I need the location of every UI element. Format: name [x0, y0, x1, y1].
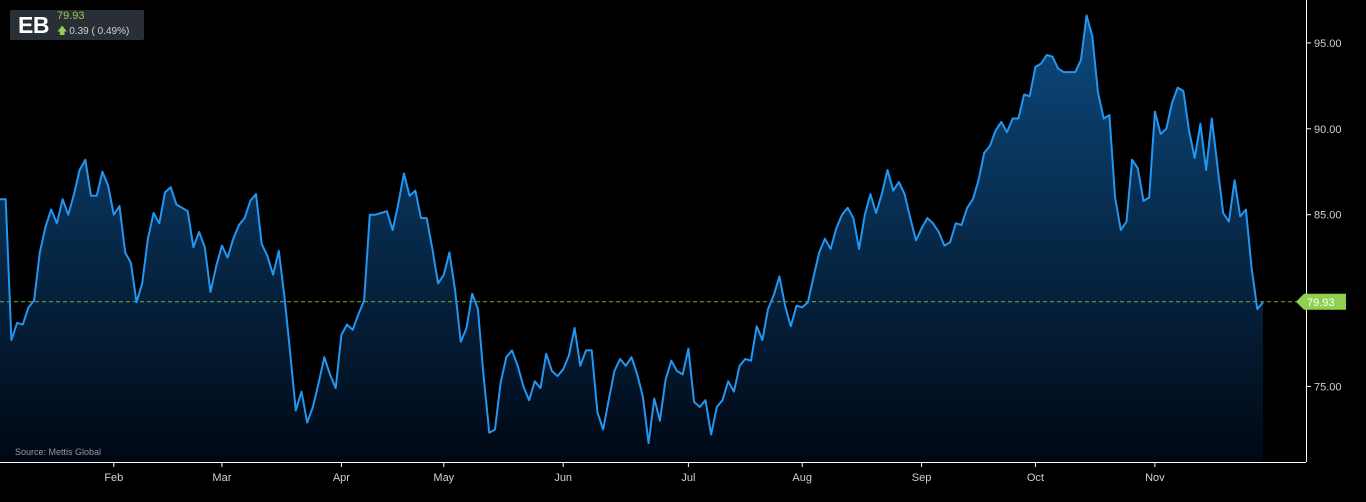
- source-attribution: Source: Mettis Global: [15, 447, 102, 457]
- price-change-value: 0.39 ( 0.49%): [69, 26, 130, 37]
- y-tick-label: 85.00: [1314, 210, 1342, 222]
- last-price-badge: 79.93: [1296, 293, 1346, 310]
- ticker-symbol: EB: [18, 12, 49, 38]
- price-area-fill: [0, 15, 1263, 462]
- y-tick-label: 90.00: [1314, 124, 1342, 136]
- x-tick-label: Nov: [1145, 472, 1165, 484]
- x-tick-label: Feb: [104, 472, 123, 484]
- x-tick-label: Sep: [912, 472, 932, 484]
- last-price-badge-shape: [1296, 293, 1346, 310]
- up-arrow-icon: 🡅: [57, 26, 68, 37]
- x-tick-label: Aug: [792, 472, 812, 484]
- y-axis-ticks: 75.00 85.00 90.00 95.00: [1306, 38, 1342, 393]
- quote-summary-box: EB 79.93 🡅 0.39 ( 0.49%): [10, 10, 144, 40]
- x-tick-label: Oct: [1027, 472, 1044, 484]
- x-tick-label: Mar: [212, 472, 231, 484]
- x-tick-label: Apr: [333, 472, 350, 484]
- y-tick-label: 95.00: [1314, 38, 1342, 50]
- x-tick-label: May: [433, 472, 454, 484]
- price-change: 🡅 0.39 ( 0.49%): [57, 24, 129, 41]
- price-line-series: [0, 14, 1264, 445]
- last-price-value: 79.93: [57, 10, 85, 22]
- y-tick-label: 75.00: [1314, 381, 1342, 393]
- x-tick-label: Jul: [681, 472, 695, 484]
- x-tick-label: Jun: [554, 472, 572, 484]
- last-price-badge-label: 79.93: [1307, 297, 1335, 309]
- x-axis-ticks: Feb Mar Apr May Jun Jul Aug Sep Oct Nov: [104, 462, 1165, 484]
